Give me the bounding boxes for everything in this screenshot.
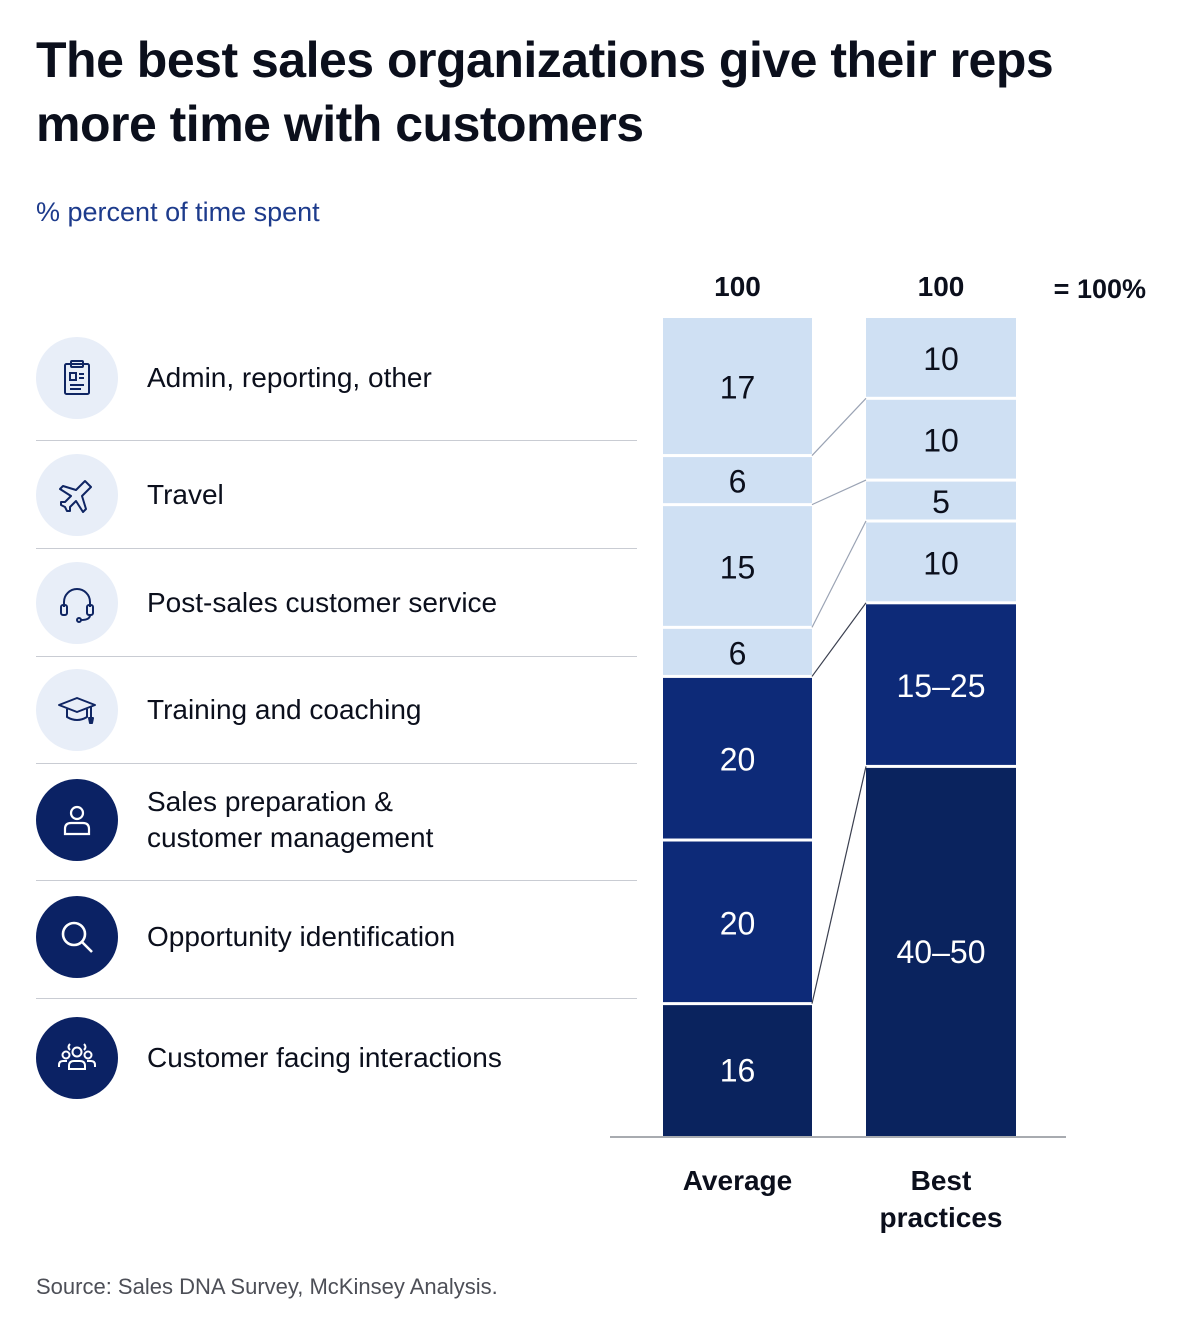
source-note: Source: Sales DNA Survey, McKinsey Analy… — [36, 1274, 498, 1299]
best-practices-bar-segment — [866, 767, 1016, 1136]
average-bar-segment — [663, 1005, 812, 1136]
best-practices-bar-segment — [866, 604, 1016, 765]
clipboard-icon — [36, 337, 118, 419]
connector-line — [811, 479, 867, 506]
average-data-label: 6 — [729, 635, 747, 671]
chart-title: The best sales organizations give their … — [36, 32, 1054, 152]
average-bar-segment — [663, 841, 812, 1003]
average-bar-segment — [663, 457, 812, 504]
category-label: Customer facing interactions — [147, 1042, 502, 1073]
best-practices-bar-segment — [866, 481, 1016, 520]
total-label: 100 — [714, 271, 761, 302]
category-label: Admin, reporting, other — [147, 362, 432, 393]
best-practices-data-label: 10 — [923, 423, 959, 459]
category-row: Opportunity identification — [36, 896, 637, 978]
average-data-label: 20 — [720, 905, 756, 941]
connector-line — [811, 766, 867, 1004]
category-row: Sales preparation & customer management — [36, 779, 637, 861]
legend-divider — [36, 656, 637, 657]
connector-line — [811, 520, 867, 628]
person-icon — [36, 779, 118, 861]
legend-divider — [36, 763, 637, 764]
average-bar-segment — [663, 506, 812, 626]
category-label: Training and coaching — [147, 694, 422, 725]
total-percent-label: = 100% — [1054, 274, 1146, 304]
best-practices-bar-segment — [866, 399, 1016, 479]
category-row: Admin, reporting, other — [36, 337, 637, 419]
category-row: Training and coaching — [36, 669, 637, 751]
connector-line — [811, 397, 867, 456]
x-axis-label: Best — [911, 1165, 972, 1196]
airplane-icon — [36, 454, 118, 536]
x-axis-label: Average — [683, 1165, 792, 1196]
average-bar-segment — [663, 628, 812, 675]
graduation-cap-icon — [36, 669, 118, 751]
headset-icon — [36, 562, 118, 644]
category-row: Post-sales customer service — [36, 562, 637, 644]
best-practices-data-label: 10 — [923, 341, 959, 377]
x-axis-label: practices — [880, 1202, 1003, 1233]
average-data-label: 17 — [720, 370, 756, 406]
legend-divider — [36, 998, 637, 999]
legend-divider — [36, 548, 637, 549]
average-data-label: 16 — [720, 1053, 756, 1089]
magnifier-icon — [36, 896, 118, 978]
category-label: Opportunity identification — [147, 921, 456, 952]
connector-line — [811, 602, 867, 677]
chart-subtitle: % percent of time spent — [36, 197, 320, 227]
category-label: Sales preparation & customer management — [147, 786, 434, 853]
total-label: 100 — [918, 271, 965, 302]
average-data-label: 15 — [720, 549, 756, 585]
average-bar-segment — [663, 318, 812, 455]
average-bar-segment — [663, 677, 812, 839]
average-data-label: 20 — [720, 742, 756, 778]
best-practices-data-label: 10 — [923, 545, 959, 581]
group-icon — [36, 1017, 118, 1099]
best-practices-bar-segment — [866, 318, 1016, 397]
legend-divider — [36, 880, 637, 881]
category-label: Post-sales customer service — [147, 587, 498, 618]
best-practices-data-label: 15–25 — [897, 668, 986, 704]
category-row: Travel — [36, 454, 637, 536]
category-label: Travel — [147, 479, 224, 510]
average-data-label: 6 — [729, 464, 747, 500]
best-practices-bar-segment — [866, 522, 1016, 602]
legend-divider — [36, 440, 637, 441]
best-practices-data-label: 40–50 — [897, 934, 986, 970]
category-row: Customer facing interactions — [36, 1017, 637, 1099]
best-practices-data-label: 5 — [932, 484, 950, 520]
